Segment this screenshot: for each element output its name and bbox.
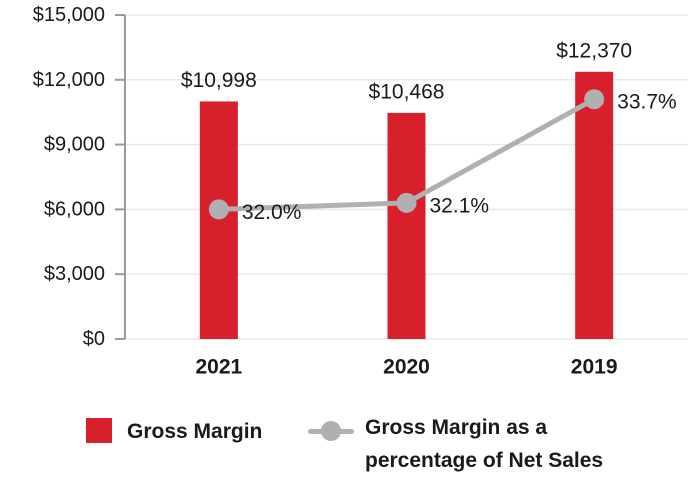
chart-plot-area: $0 $3,000 $6,000 $9,000 $12,000 $15,000 $10,99… xyxy=(33,4,688,379)
legend-marker-line-dot-icon xyxy=(308,421,354,441)
x-axis-category-label: 2019 xyxy=(571,356,618,379)
pct-value-label: 33.7% xyxy=(617,91,677,114)
bar-value-label: $12,370 xyxy=(556,39,632,62)
y-axis-tick-label: $9,000 xyxy=(44,134,105,156)
y-axis-tick-label: $15,000 xyxy=(33,4,105,26)
pct-value-label: 32.1% xyxy=(430,194,490,217)
y-axis-tick-label: $3,000 xyxy=(44,263,105,285)
legend-swatch-gross-margin xyxy=(86,418,112,443)
bar-gross-margin xyxy=(387,112,426,339)
pct-line-marker xyxy=(208,199,229,220)
legend-label-gross-margin: Gross Margin xyxy=(127,420,263,443)
pct-line-marker xyxy=(584,89,605,110)
bar-gross-margin xyxy=(199,101,238,339)
y-axis-tick-label: $0 xyxy=(83,328,105,350)
bar-value-label: $10,468 xyxy=(369,80,445,103)
x-axis-category-label: 2021 xyxy=(195,356,242,379)
legend-label-gross-margin-pct: Gross Margin as a percentage of Net Sale… xyxy=(365,411,603,477)
x-axis-category-label: 2020 xyxy=(383,356,430,379)
bar-value-label: $10,998 xyxy=(181,69,257,92)
y-axis-tick-label: $6,000 xyxy=(44,198,105,220)
legend-label-gross-margin-pct-line1: Gross Margin as a xyxy=(365,416,548,439)
pct-value-label: 32.0% xyxy=(242,201,302,224)
legend-line-dot xyxy=(321,421,341,441)
y-axis-tick-label: $12,000 xyxy=(33,69,105,91)
bar-gross-margin xyxy=(575,71,614,340)
legend-label-gross-margin-pct-line2: percentage of Net Sales xyxy=(365,449,604,472)
pct-line-marker xyxy=(396,192,417,213)
